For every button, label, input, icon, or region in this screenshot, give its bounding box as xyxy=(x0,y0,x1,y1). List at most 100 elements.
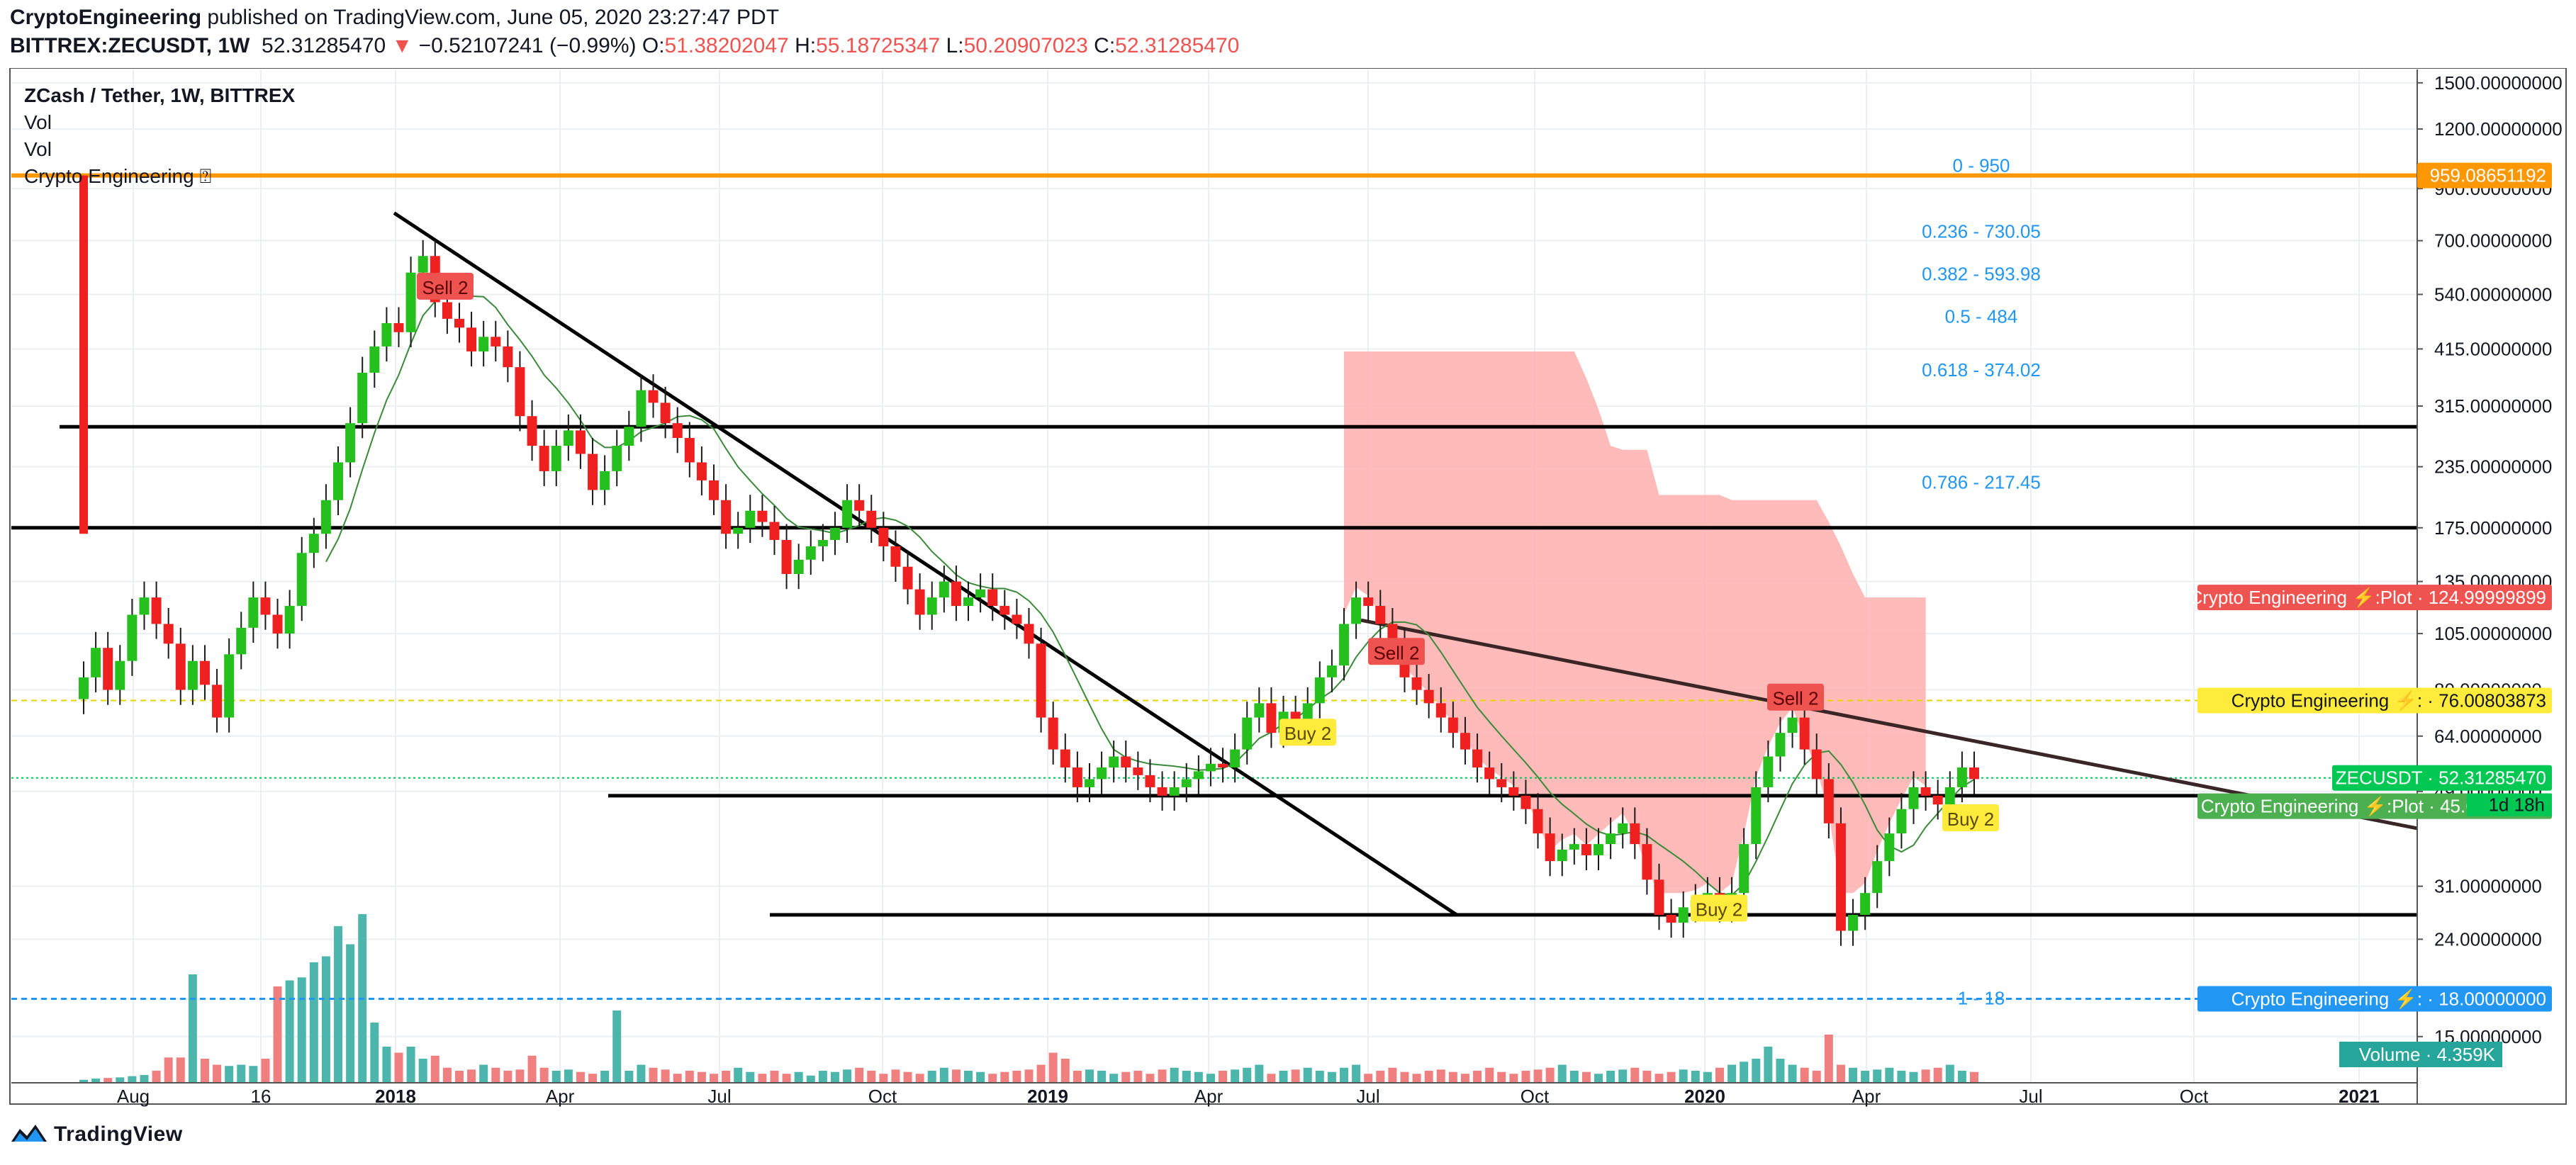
price-tag xyxy=(2197,793,2552,819)
candle-body xyxy=(393,323,404,332)
candle-body xyxy=(1060,749,1070,768)
y-tick-label: 64.00000000 xyxy=(2434,726,2542,747)
volume-bar xyxy=(1460,1074,1469,1083)
volume-bar xyxy=(1957,1071,1966,1083)
volume-bar xyxy=(612,1011,622,1083)
candle-body xyxy=(1109,756,1119,768)
countdown-text: 1d 18h xyxy=(2488,794,2545,816)
candle-body xyxy=(1193,771,1204,780)
candle-body xyxy=(478,337,489,351)
high-label: H: xyxy=(795,34,817,57)
signal-badge xyxy=(1368,638,1425,665)
candle-body xyxy=(1884,833,1895,862)
volume-bar xyxy=(1279,1071,1288,1083)
volume-bar xyxy=(237,1064,246,1083)
candle-body xyxy=(539,446,549,471)
candle-body xyxy=(1569,844,1579,850)
volume-bar xyxy=(1945,1064,1954,1083)
volume-bar xyxy=(1679,1069,1688,1083)
volume-bar xyxy=(782,1074,791,1083)
candle-body xyxy=(1218,763,1228,768)
candle-body xyxy=(1157,787,1167,796)
candle-body xyxy=(357,372,368,424)
volume-bar xyxy=(1315,1071,1324,1083)
volume-bar xyxy=(1606,1071,1615,1083)
candle-body xyxy=(1872,861,1883,894)
volume-bar xyxy=(1740,1062,1749,1083)
candle-body xyxy=(1969,767,1979,780)
legend-vol-2: Vol xyxy=(24,138,52,160)
price-tags: 959.08651192 Crypto Engineering ⚡:Plot · … xyxy=(2189,162,2552,1067)
signal-badge xyxy=(1279,719,1336,746)
signal-badge xyxy=(1767,683,1824,711)
publisher-name[interactable]: CryptoEngineering xyxy=(10,6,202,29)
signal-badge xyxy=(417,272,474,300)
published-text: published on TradingView.com, June 05, 2… xyxy=(207,6,780,29)
volume-bar xyxy=(1133,1071,1143,1083)
volume-bar xyxy=(285,980,294,1083)
fib-label: 0 - 950 xyxy=(1953,154,2010,176)
volume-bar xyxy=(830,1071,839,1083)
volume-bar xyxy=(1752,1059,1761,1083)
candle-body xyxy=(636,390,646,427)
y-tick-label: 105.00000000 xyxy=(2434,623,2552,644)
volume-bar xyxy=(370,1023,379,1083)
volume-bar xyxy=(951,1069,961,1083)
volume-bar xyxy=(1448,1071,1457,1083)
x-tick-label: Oct xyxy=(2180,1086,2209,1107)
volume-bar xyxy=(1509,1074,1518,1083)
candle-body xyxy=(1521,795,1531,809)
candle-body xyxy=(1581,844,1591,855)
low-value: 50.20907023 xyxy=(963,34,1088,57)
candle-body xyxy=(1024,624,1034,644)
candle-body xyxy=(1169,787,1180,796)
volume-bar xyxy=(140,1074,149,1083)
volume-bar xyxy=(1024,1069,1034,1083)
price-tag xyxy=(2197,687,2552,714)
candle-body xyxy=(187,660,198,690)
price-tag xyxy=(2332,765,2552,791)
candle-body xyxy=(1557,849,1567,862)
support-resistance-lines xyxy=(11,173,2417,1000)
volume-bar xyxy=(770,1071,779,1083)
volume-bar xyxy=(321,956,330,1083)
candle-body xyxy=(1678,907,1689,923)
candle-body xyxy=(1048,717,1058,750)
volume-bar xyxy=(1776,1059,1785,1083)
candle-body xyxy=(1460,733,1470,750)
candle-body xyxy=(1242,717,1253,750)
candle-body xyxy=(1920,787,1931,796)
price-tag-text: Crypto Engineering ⚡:Plot · 124.99999899 xyxy=(2189,587,2546,609)
volume-bar xyxy=(1109,1074,1119,1083)
candle-body xyxy=(769,522,780,540)
volume-bar xyxy=(1594,1074,1603,1083)
candle-body xyxy=(199,660,210,685)
signal-badge xyxy=(1691,894,1747,922)
tradingview-brand[interactable]: TradingView xyxy=(10,1115,183,1154)
volume-bar xyxy=(164,1057,173,1083)
candle-body xyxy=(914,589,925,615)
candle-body xyxy=(1799,717,1810,750)
symbol-info: BITTREX:ZECUSDT, 1W 52.31285470 ▼ −0.521… xyxy=(10,34,1239,58)
candle-body xyxy=(1072,767,1082,787)
volume-bar xyxy=(1800,1067,1809,1083)
fib-label: 0.5 - 484 xyxy=(1945,305,2018,327)
candle-body xyxy=(1496,779,1507,787)
y-tick-label: 175.00000000 xyxy=(2434,517,2552,539)
chart-canvas[interactable]: Sell 2 Sell 2 Sell 2 Buy 2 Buy 2 Buy 2 0 - 95… xyxy=(0,68,2576,1110)
candle-body xyxy=(600,471,610,490)
candle-body xyxy=(793,559,804,574)
volume-bar xyxy=(454,1071,464,1083)
volume-bar xyxy=(637,1064,646,1083)
volume-bar xyxy=(1364,1074,1373,1083)
tradingview-logo-icon xyxy=(11,1125,47,1142)
volume-bar xyxy=(249,1066,258,1083)
candle-body xyxy=(333,462,344,500)
x-tick-label: 2019 xyxy=(1027,1086,1068,1107)
candle-body xyxy=(1896,809,1907,834)
candle-body xyxy=(721,500,732,534)
volume-bar xyxy=(1533,1069,1542,1083)
volume-bar xyxy=(1182,1071,1191,1083)
time-axis[interactable]: Aug 16 2018 Apr Jul Oct 2019 Apr Jul Oct 2020 Apr Ju… xyxy=(11,1082,2417,1107)
legend-vol-1: Vol xyxy=(24,111,52,133)
